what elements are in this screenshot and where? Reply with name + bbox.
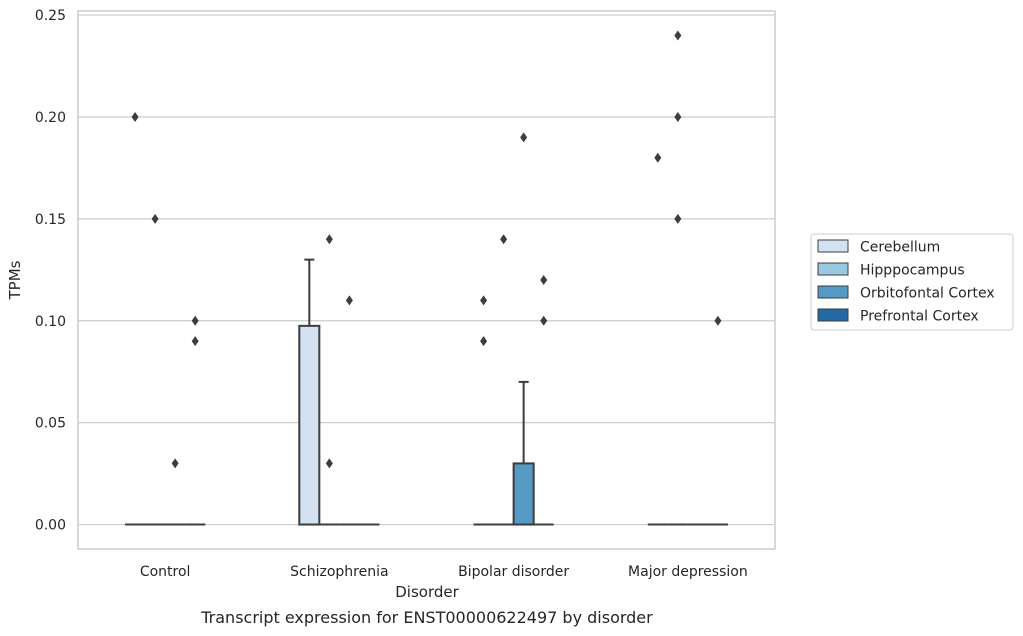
- box-0-1: [298, 258, 321, 526]
- legend-label: Cerebellum: [860, 240, 940, 256]
- plot-frame: [77, 10, 776, 550]
- box-0-3: [647, 152, 668, 526]
- outlier-point: [480, 336, 488, 347]
- box-3-2: [533, 275, 554, 526]
- box-body: [512, 462, 535, 526]
- y-tick-label: 0.15: [35, 212, 66, 228]
- box-1-0: [145, 213, 166, 526]
- y-axis-label: TPMs: [6, 260, 24, 300]
- outlier-point: [674, 111, 682, 122]
- y-tick-label: 0.25: [35, 8, 66, 24]
- box-2-0: [165, 458, 186, 526]
- box-0-2: [473, 295, 494, 526]
- box-3-3: [707, 315, 728, 526]
- x-axis-ticks: Control Schizophrenia Bipolar disorder Majo…: [140, 564, 748, 580]
- outlier-point: [674, 30, 682, 41]
- outlier-point: [345, 295, 353, 306]
- outlier-point: [325, 458, 333, 469]
- legend-swatch: [817, 239, 849, 253]
- gridlines: [78, 14, 775, 526]
- y-tick-label: 0.00: [35, 518, 66, 534]
- box-1-1: [319, 234, 340, 526]
- boxes: [125, 30, 728, 526]
- outlier-point: [654, 152, 662, 163]
- x-tick-label: Bipolar disorder: [458, 564, 569, 580]
- outlier-point: [674, 213, 682, 224]
- outlier-point: [714, 315, 722, 326]
- outlier-point: [151, 213, 159, 224]
- outlier-point: [191, 336, 199, 347]
- outlier-point: [500, 234, 508, 245]
- legend-swatch: [817, 262, 849, 276]
- box-3-0: [185, 315, 206, 526]
- legend-label: Orbitofontal Cortex: [860, 286, 995, 302]
- outlier-point: [131, 111, 139, 122]
- outlier-point: [325, 234, 333, 245]
- legend-label: Hipppocampus: [860, 263, 965, 279]
- y-tick-label: 0.10: [35, 314, 66, 330]
- legend-swatch: [817, 285, 849, 299]
- y-axis-ticks: 0.00 0.05 0.10 0.15 0.20 0.25: [35, 8, 66, 533]
- box-body: [298, 324, 321, 526]
- box-0-0: [125, 111, 146, 526]
- outlier-point: [540, 275, 548, 285]
- box-2-2: [512, 132, 535, 526]
- outlier-point: [191, 315, 199, 326]
- legend-label: Prefrontal Cortex: [860, 309, 979, 325]
- outlier-point: [540, 315, 548, 326]
- legend-swatch: [817, 308, 849, 322]
- x-tick-label: Control: [140, 564, 191, 580]
- y-tick-label: 0.20: [35, 110, 66, 126]
- chart-caption: Transcript expression for ENST0000062249…: [200, 608, 653, 627]
- box-2-1: [339, 295, 360, 526]
- legend-frame: [810, 233, 1014, 331]
- x-tick-label: Schizophrenia: [290, 564, 388, 580]
- outlier-point: [480, 295, 488, 306]
- x-tick-label: Major depression: [628, 564, 748, 580]
- outlier-point: [171, 458, 179, 469]
- y-tick-label: 0.05: [35, 416, 66, 432]
- box-1-2: [493, 234, 514, 526]
- legend: Cerebellum Hipppocampus Orbitofontal Corte…: [810, 233, 1014, 331]
- box-1-3: [667, 30, 688, 526]
- outlier-point: [520, 132, 528, 143]
- x-axis-label: Disorder: [395, 583, 459, 601]
